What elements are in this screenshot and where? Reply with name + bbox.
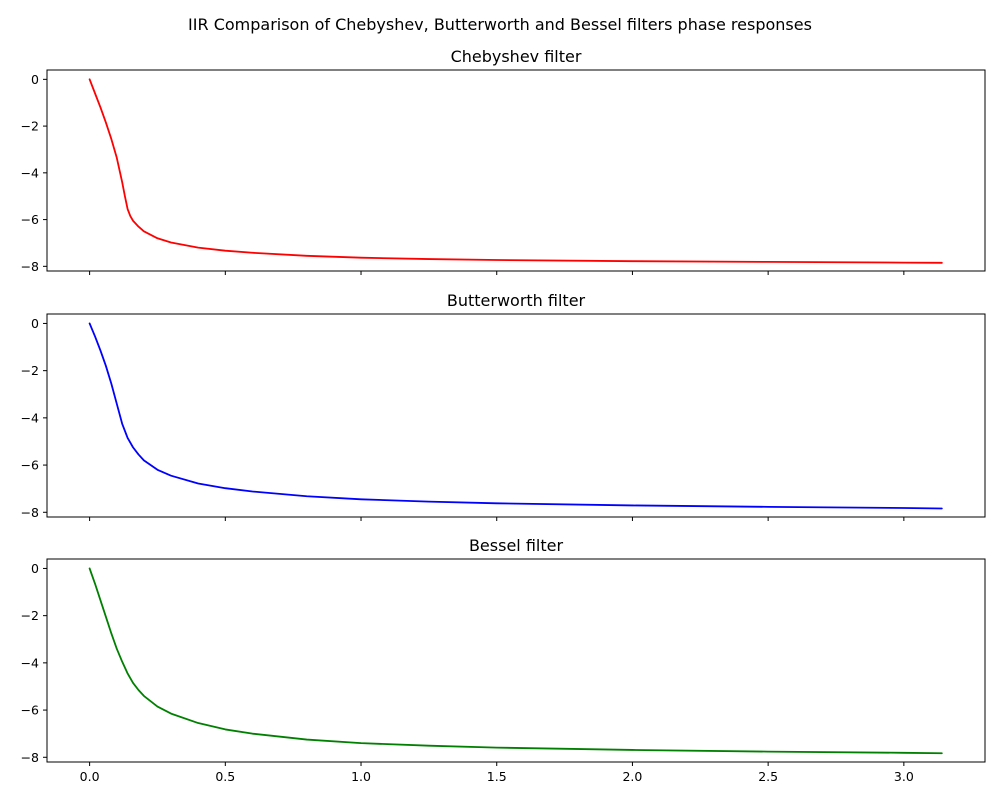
series-line-1 (88, 78, 943, 264)
y-tick-label: −6 (21, 703, 39, 718)
axes-frame (46, 69, 986, 272)
x-tick-label: 2.0 (622, 769, 642, 784)
x-tick-label: 1.5 (487, 769, 507, 784)
axes-1: Chebyshev filter 0 −2 −4 −6 −8 (21, 47, 986, 275)
axes-frame (46, 558, 986, 763)
y-tick-label: −8 (21, 505, 39, 520)
y-tick-label: 0 (31, 561, 39, 576)
y-tick-label: −4 (21, 655, 39, 670)
series-line-1 (88, 567, 943, 755)
x-tick-label: 2.5 (758, 769, 778, 784)
y-tick-label: 0 (31, 316, 39, 331)
series-line-1 (88, 322, 943, 510)
y-tick-label: −4 (21, 410, 39, 425)
y-tick-label: −8 (21, 750, 39, 765)
axes-frame (46, 313, 986, 518)
axes-title: Chebyshev filter (451, 47, 582, 66)
axes-title: Butterworth filter (447, 291, 586, 310)
axes-2: Butterworth filter 0 −2 −4 −6 −8 (21, 291, 986, 521)
y-tick-label: 0 (31, 72, 39, 87)
y-tick-label: −2 (21, 363, 39, 378)
y-tick-label: −2 (21, 608, 39, 623)
y-tick-label: −2 (21, 119, 39, 134)
x-tick-label: 1.0 (351, 769, 371, 784)
x-tick-label: 0.5 (215, 769, 235, 784)
y-tick-label: −8 (21, 259, 39, 274)
y-tick-label: −6 (21, 212, 39, 227)
x-tick-label: 3.0 (894, 769, 914, 784)
axes-3: Bessel filter 0 −2 −4 −6 −8 0.0 0.5 1.0 1.5 2.0 2.5… (21, 536, 986, 784)
y-tick-label: −6 (21, 458, 39, 473)
axes-title: Bessel filter (469, 536, 564, 555)
y-tick-label: −4 (21, 165, 39, 180)
x-tick-label: 0.0 (80, 769, 100, 784)
figure-title: IIR Comparison of Chebyshev, Butterworth… (188, 15, 812, 34)
